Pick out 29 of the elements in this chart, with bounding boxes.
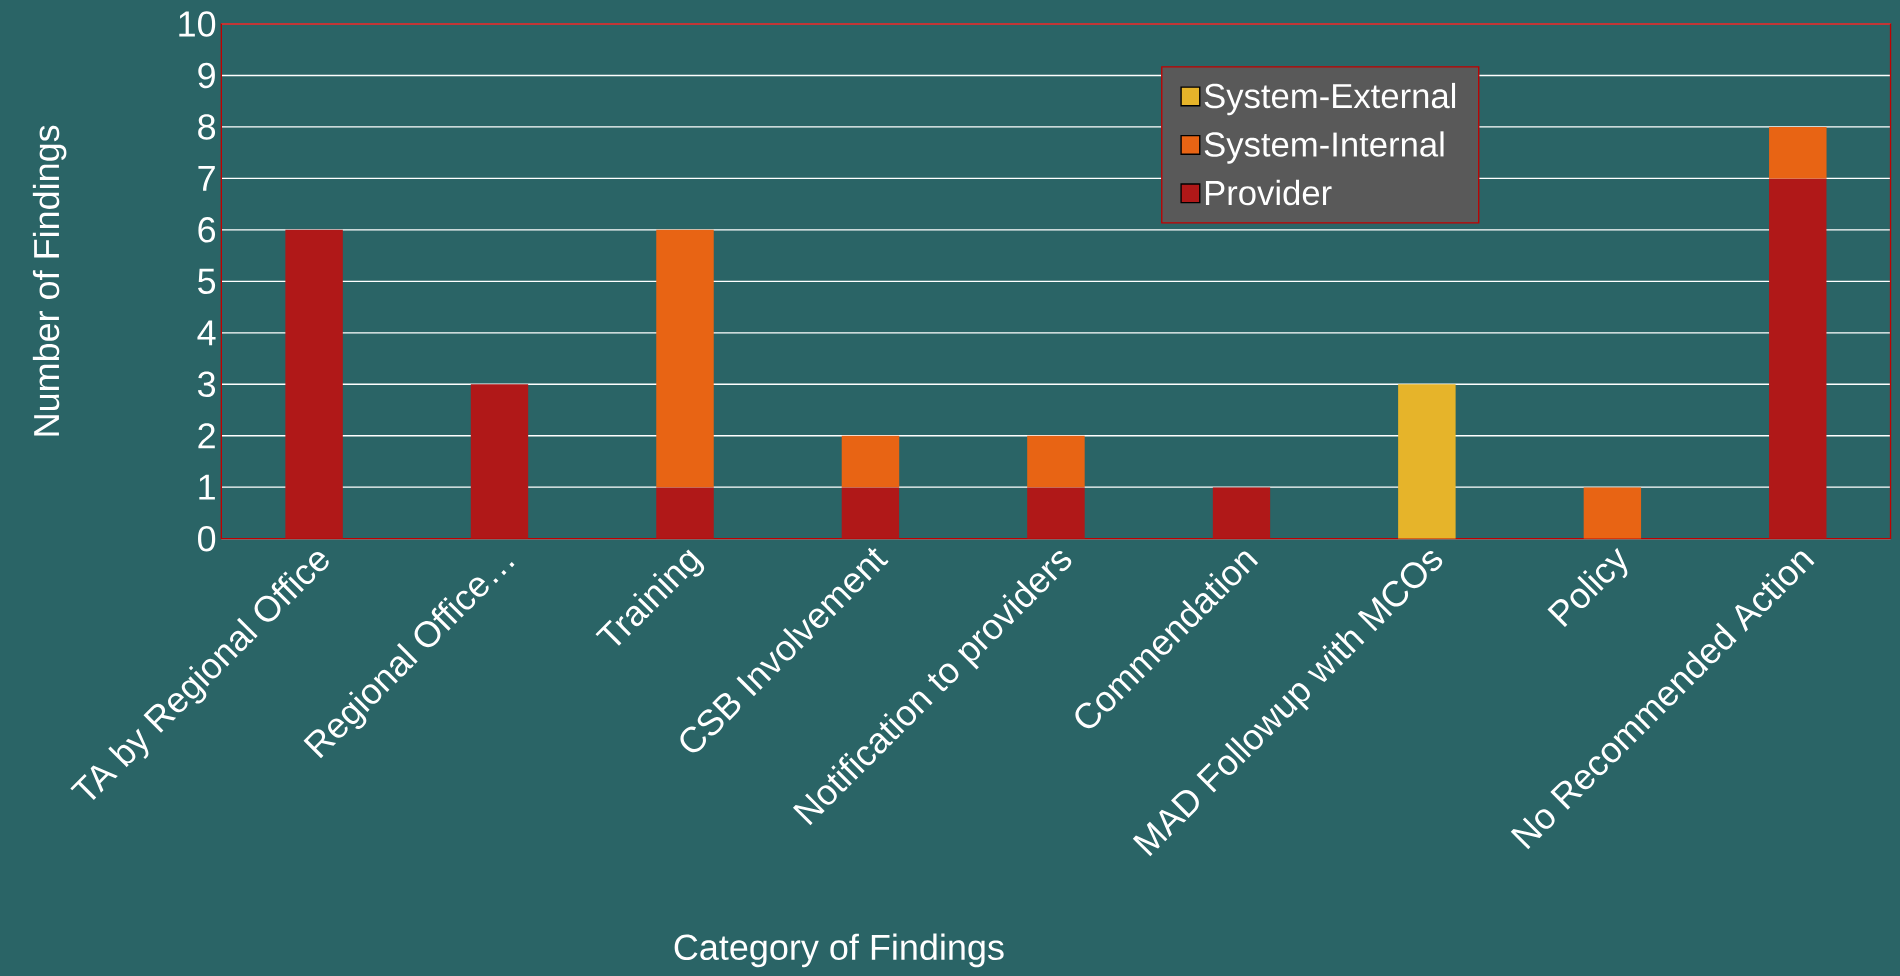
bar	[470, 384, 529, 539]
bar	[841, 435, 900, 488]
bar	[1212, 487, 1271, 539]
y-tick-label: 1	[199, 474, 215, 500]
y-tick-label: 2	[198, 423, 215, 449]
legend-label: System-External	[1204, 82, 1456, 116]
x-axis-title: Category of Findings	[674, 933, 1004, 968]
bar	[1583, 487, 1642, 539]
y-tick-label: 10	[179, 11, 216, 37]
bar	[1027, 435, 1085, 488]
bar	[1398, 384, 1456, 539]
legend-label: System-Internal	[1204, 131, 1444, 164]
y-tick-label: 0	[198, 525, 216, 552]
bar	[656, 487, 714, 539]
y-tick-label: 4	[197, 320, 216, 346]
y-tick-label: 6	[198, 217, 216, 243]
bar	[285, 229, 343, 539]
y-tick-label: 7	[198, 166, 215, 191]
y-tick-label: 9	[198, 62, 215, 89]
y-tick-label: 8	[198, 114, 216, 140]
y-axis-title: Number of Findings	[32, 125, 67, 436]
y-tick-label: 5	[198, 268, 216, 294]
y-tick-label: 3	[197, 371, 216, 398]
bar	[841, 487, 900, 539]
bar	[1769, 126, 1827, 179]
bar	[1769, 178, 1827, 539]
bar	[656, 229, 714, 488]
bar	[1027, 487, 1085, 539]
legend-label: Provider	[1205, 179, 1332, 206]
